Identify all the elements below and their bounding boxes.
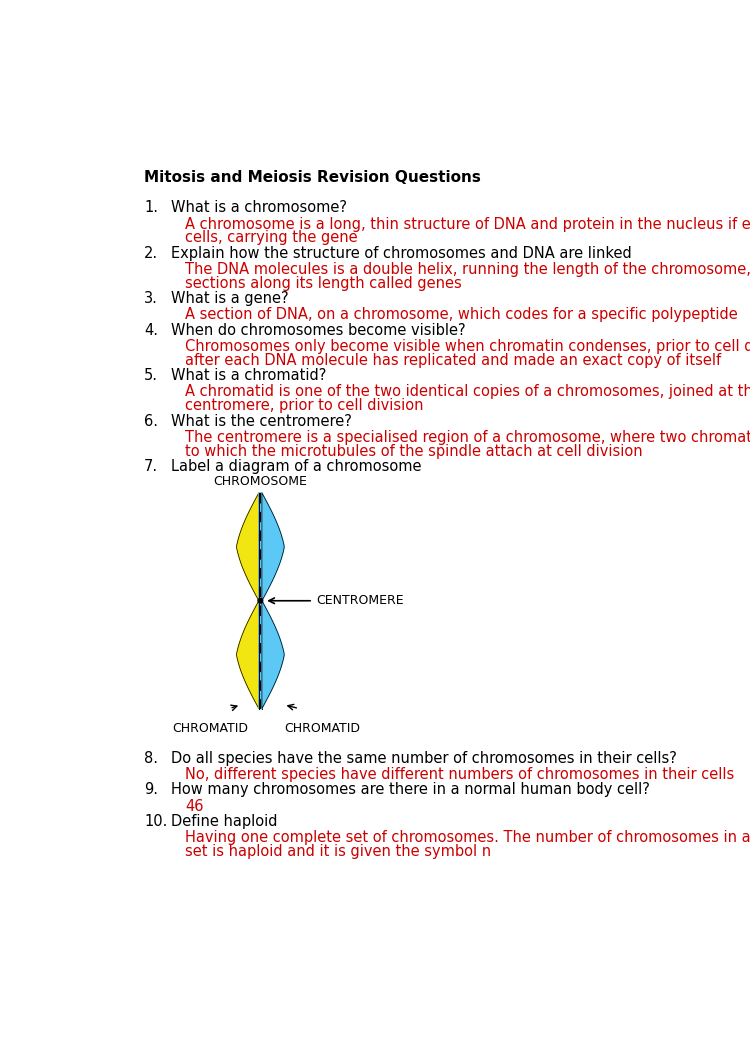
Text: CHROMOSOME: CHROMOSOME (214, 475, 308, 489)
Text: 3.: 3. (144, 292, 158, 306)
Text: The centromere is a specialised region of a chromosome, where two chromatids joi: The centromere is a specialised region o… (185, 429, 750, 445)
Text: Do all species have the same number of chromosomes in their cells?: Do all species have the same number of c… (171, 750, 677, 766)
Text: CHROMATID: CHROMATID (284, 723, 360, 736)
Text: 8.: 8. (144, 750, 158, 766)
Text: How many chromosomes are there in a normal human body cell?: How many chromosomes are there in a norm… (171, 782, 650, 797)
Text: 46: 46 (185, 798, 204, 814)
Text: 9.: 9. (144, 782, 158, 797)
Text: 1.: 1. (144, 200, 158, 215)
Text: 4.: 4. (144, 323, 158, 338)
Polygon shape (259, 493, 284, 601)
Text: 2.: 2. (144, 246, 158, 261)
Text: sections along its length called genes: sections along its length called genes (185, 276, 462, 290)
Text: What is a gene?: What is a gene? (171, 292, 289, 306)
Text: to which the microtubules of the spindle attach at cell division: to which the microtubules of the spindle… (185, 444, 643, 459)
Text: CENTROMERE: CENTROMERE (316, 595, 404, 607)
Text: 10.: 10. (144, 814, 167, 829)
Text: CHROMATID: CHROMATID (172, 723, 248, 736)
Text: A chromosome is a long, thin structure of DNA and protein in the nucleus if euka: A chromosome is a long, thin structure o… (185, 216, 750, 231)
Text: centromere, prior to cell division: centromere, prior to cell division (185, 399, 424, 413)
Text: A section of DNA, on a chromosome, which codes for a specific polypeptide: A section of DNA, on a chromosome, which… (185, 307, 738, 322)
Text: Define haploid: Define haploid (171, 814, 278, 829)
Text: 5.: 5. (144, 368, 158, 384)
Polygon shape (259, 601, 284, 708)
Text: 7.: 7. (144, 459, 158, 474)
Polygon shape (237, 493, 262, 601)
Text: Label a diagram of a chromosome: Label a diagram of a chromosome (171, 459, 422, 474)
Text: 6.: 6. (144, 413, 158, 428)
Text: set is haploid and it is given the symbol n: set is haploid and it is given the symbo… (185, 844, 491, 859)
Text: A chromatid is one of the two identical copies of a chromosomes, joined at the: A chromatid is one of the two identical … (185, 385, 750, 400)
Text: No, different species have different numbers of chromosomes in their cells: No, different species have different num… (185, 767, 734, 782)
Text: Chromosomes only become visible when chromatin condenses, prior to cell division: Chromosomes only become visible when chr… (185, 339, 750, 354)
Ellipse shape (258, 599, 262, 603)
Text: What is the centromere?: What is the centromere? (171, 413, 352, 428)
Text: Explain how the structure of chromosomes and DNA are linked: Explain how the structure of chromosomes… (171, 246, 632, 261)
Polygon shape (237, 601, 262, 708)
Text: The DNA molecules is a double helix, running the length of the chromosome, with: The DNA molecules is a double helix, run… (185, 262, 750, 277)
Text: What is a chromatid?: What is a chromatid? (171, 368, 327, 384)
Text: Mitosis and Meiosis Revision Questions: Mitosis and Meiosis Revision Questions (144, 170, 481, 184)
Text: after each DNA molecule has replicated and made an exact copy of itself: after each DNA molecule has replicated a… (185, 353, 722, 368)
Text: What is a chromosome?: What is a chromosome? (171, 200, 347, 215)
Text: cells, carrying the gene: cells, carrying the gene (185, 230, 358, 245)
Text: When do chromosomes become visible?: When do chromosomes become visible? (171, 323, 466, 338)
Text: Having one complete set of chromosomes. The number of chromosomes in a complete: Having one complete set of chromosomes. … (185, 830, 750, 845)
